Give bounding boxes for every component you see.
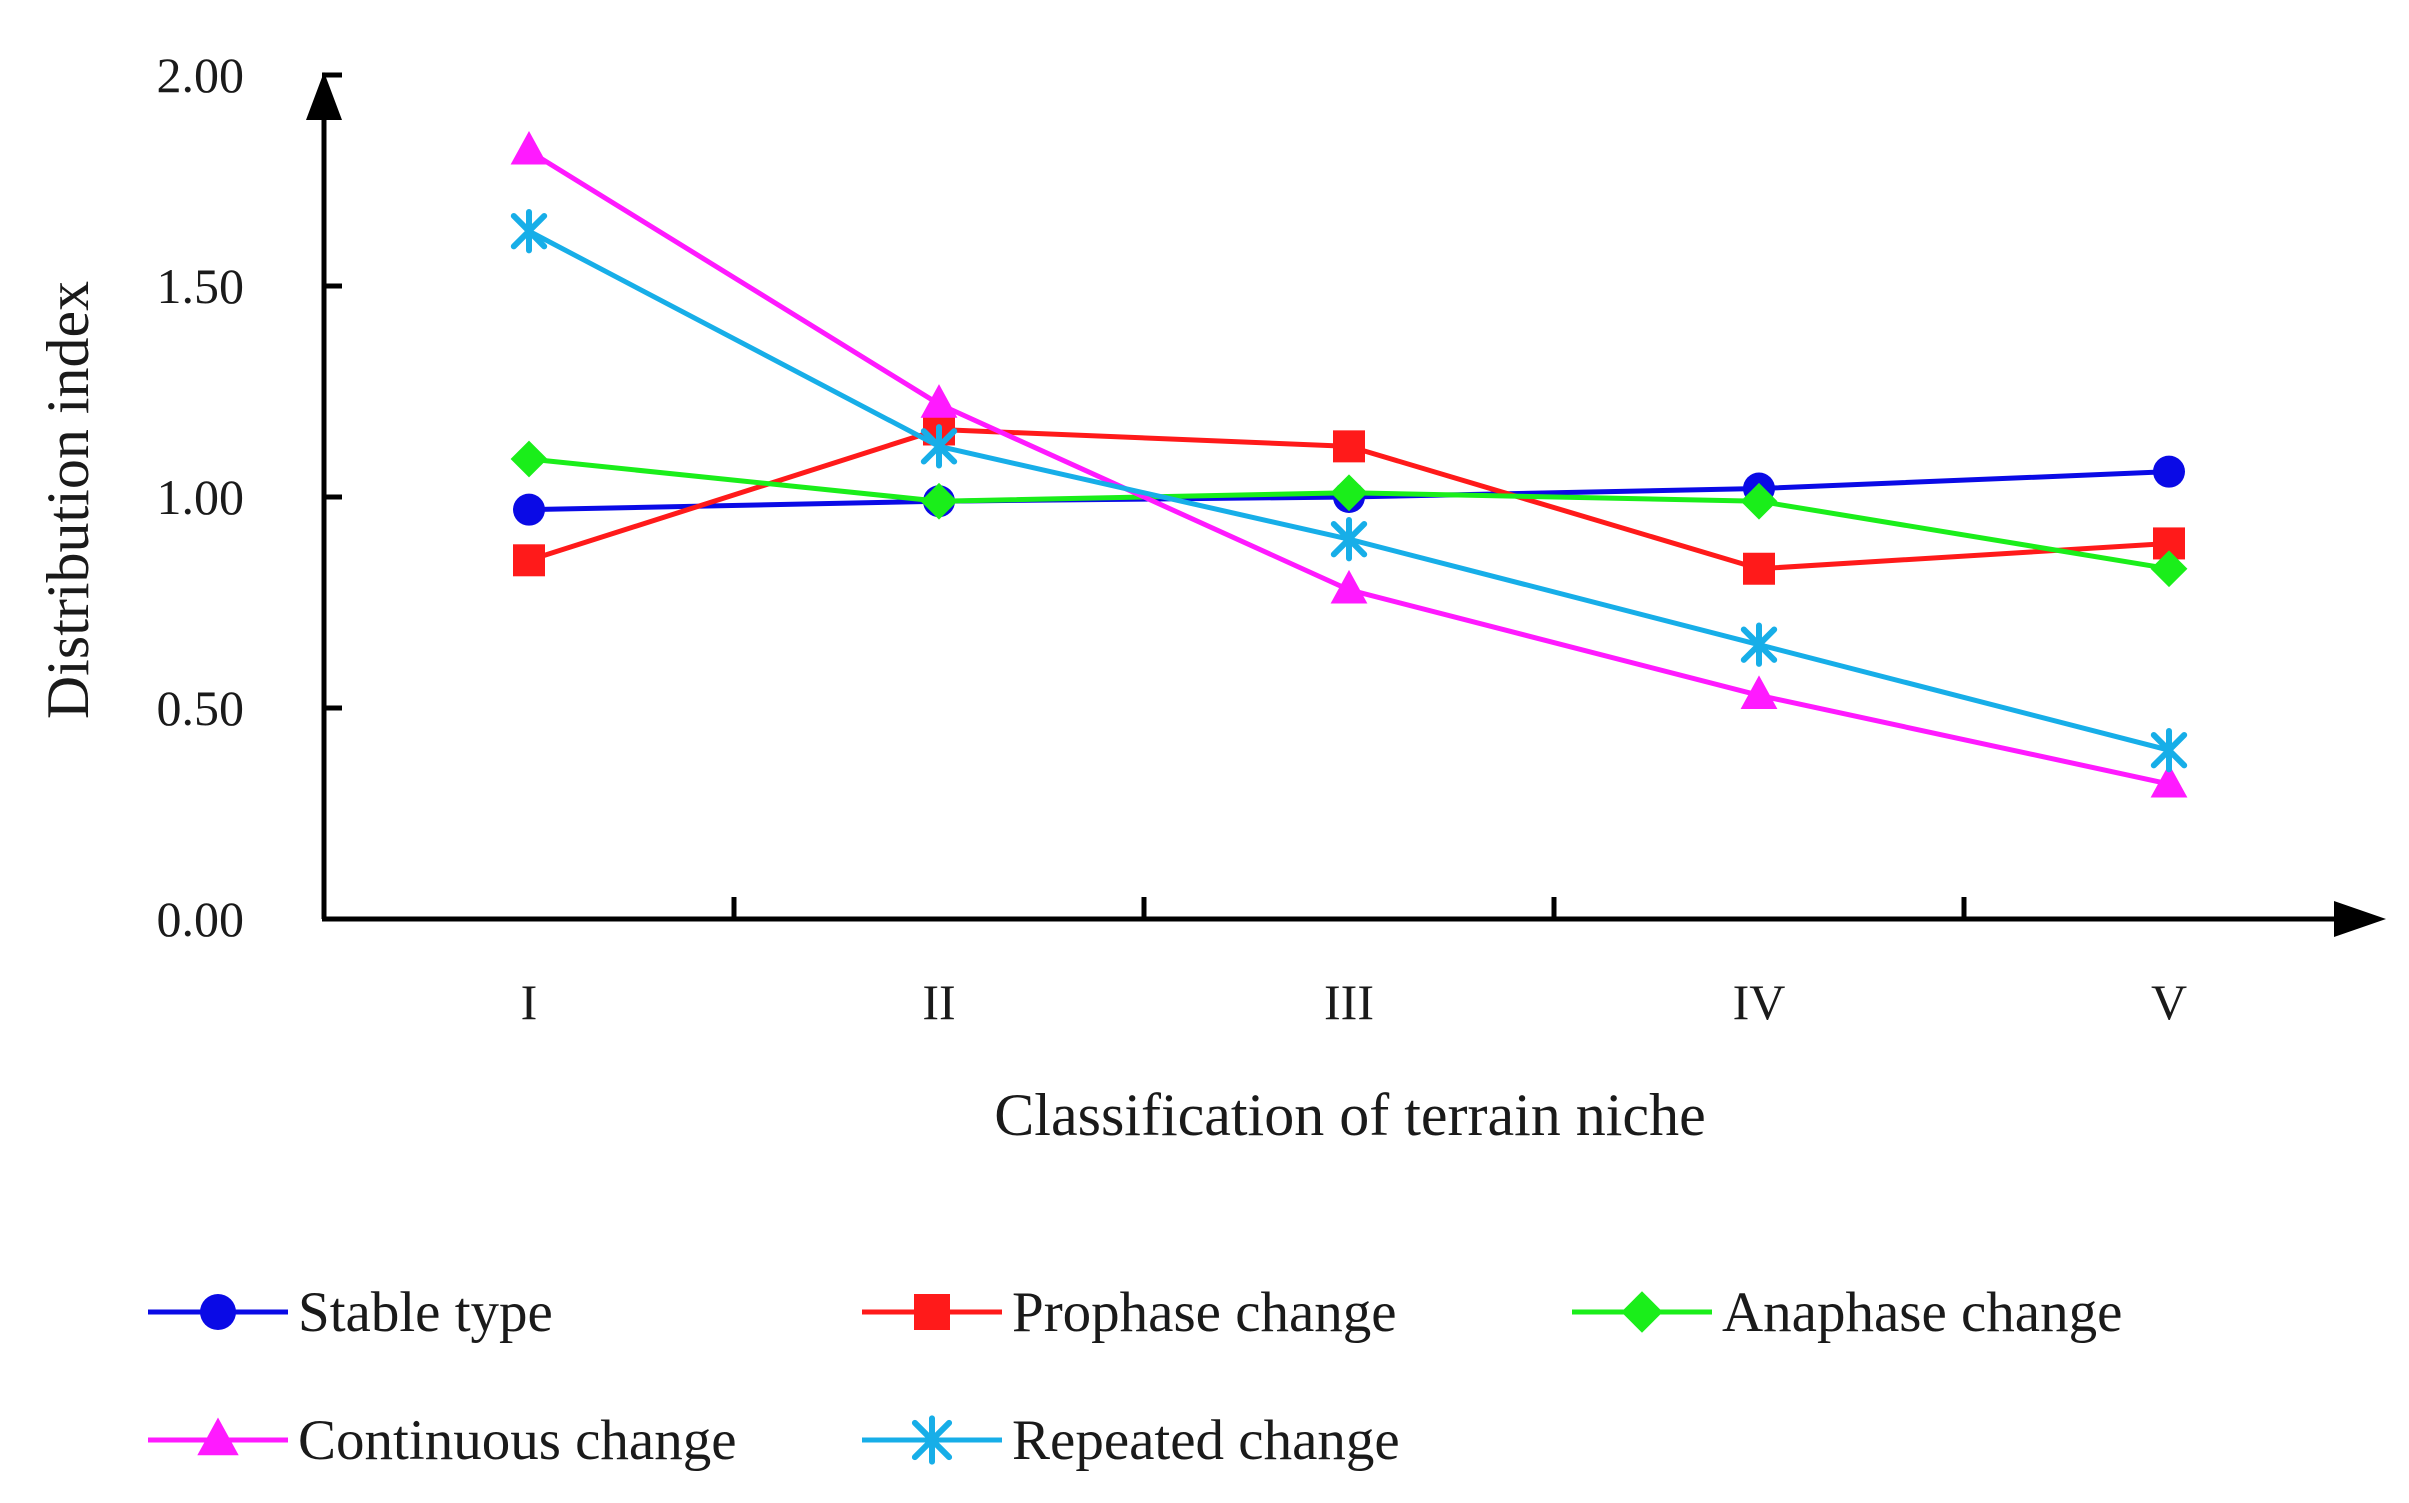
y-tick-label: 1.50	[157, 258, 245, 314]
data-point-anaphase-change	[510, 440, 548, 478]
legend-label: Anaphase change	[1722, 1281, 2122, 1344]
x-axis-title: Classification of terrain niche	[994, 1082, 1705, 1148]
data-point-continuous-change	[510, 130, 548, 165]
legend-marker	[911, 1415, 953, 1465]
axes: 0.000.501.001.502.00 I II III IV V	[157, 47, 2386, 1030]
legend-marker	[1621, 1291, 1663, 1333]
legend-label: Continuous change	[298, 1409, 737, 1472]
series-layer	[510, 130, 2188, 798]
legend-label: Stable type	[298, 1281, 553, 1344]
legend-item-stable-type: Stable type	[148, 1281, 553, 1344]
data-point-anaphase-change	[2150, 550, 2188, 588]
data-point-prophase-change	[513, 544, 545, 577]
legend-marker	[914, 1294, 950, 1330]
x-tick-label: V	[2151, 974, 2187, 1030]
series-continuous-change	[510, 130, 2188, 798]
y-ticks: 0.00 0.50 1.00 1.50 2.00	[157, 47, 342, 947]
legend-item-anaphase-change: Anaphase change	[1572, 1281, 2122, 1344]
x-tick-label: I	[521, 974, 538, 1030]
data-point-stable-type	[513, 493, 545, 526]
data-point-continuous-change	[2150, 763, 2188, 798]
data-point-repeated-change	[920, 424, 958, 469]
legend-label: Repeated change	[1012, 1409, 1400, 1472]
legend-item-repeated-change: Repeated change	[862, 1409, 1400, 1472]
x-tick-label: IV	[1733, 974, 1786, 1030]
data-point-stable-type	[2153, 455, 2185, 488]
data-point-continuous-change	[920, 384, 958, 418]
data-point-repeated-change	[2150, 728, 2188, 773]
data-point-anaphase-change	[1330, 474, 1368, 512]
data-point-continuous-change	[1330, 569, 1368, 604]
y-tick-label: 2.00	[157, 47, 245, 103]
x-ticks: I II III IV V	[521, 897, 2187, 1030]
legend: Stable type Prophase change Anaphase chang…	[148, 1281, 2122, 1472]
y-tick-label: 0.50	[157, 680, 245, 736]
data-point-repeated-change	[510, 208, 548, 254]
data-point-anaphase-change	[920, 482, 958, 520]
data-point-continuous-change	[1740, 675, 1778, 709]
data-point-repeated-change	[1330, 517, 1368, 562]
y-tick-label: 1.00	[157, 469, 245, 525]
series-anaphase-change	[510, 440, 2188, 588]
series-repeated-change	[510, 208, 2188, 773]
legend-item-prophase-change: Prophase change	[862, 1281, 1397, 1344]
data-point-prophase-change	[1333, 430, 1365, 463]
legend-marker	[197, 1417, 239, 1456]
data-point-anaphase-change	[1740, 482, 1778, 520]
x-axis-arrowhead	[2334, 901, 2386, 937]
y-axis-arrowhead	[306, 72, 342, 120]
legend-item-continuous-change: Continuous change	[148, 1409, 737, 1472]
data-point-prophase-change	[1743, 552, 1775, 585]
y-tick-label: 0.00	[157, 891, 245, 947]
legend-label: Prophase change	[1012, 1281, 1397, 1344]
legend-marker	[200, 1294, 236, 1330]
data-point-repeated-change	[1740, 622, 1778, 667]
x-tick-label: II	[922, 974, 955, 1030]
y-axis-title: Distribution index	[35, 281, 101, 719]
x-tick-label: III	[1324, 974, 1374, 1030]
